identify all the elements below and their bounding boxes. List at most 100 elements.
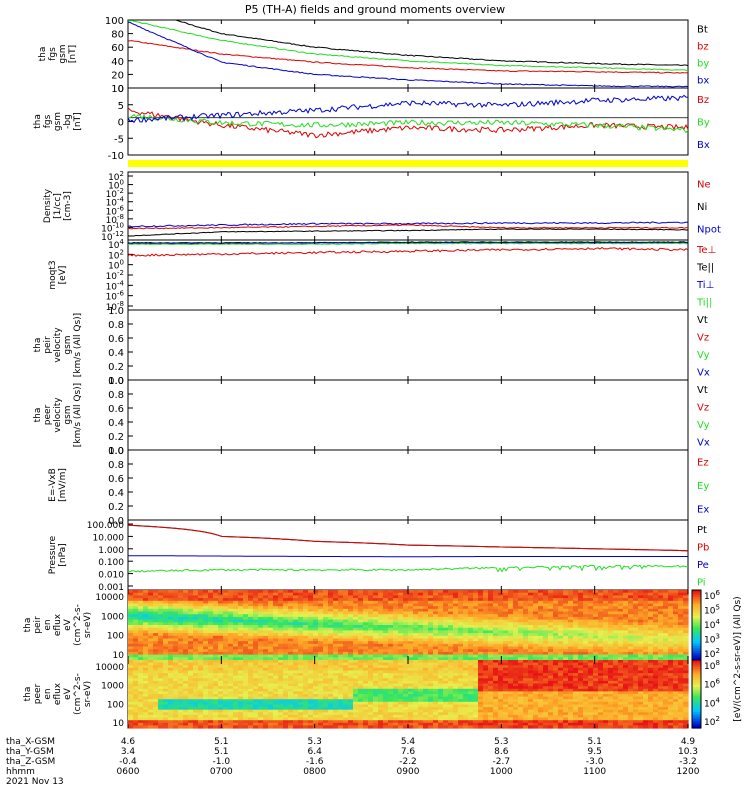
heatmap-cell (203, 725, 209, 728)
heatmap-cell (348, 725, 354, 728)
y-axis-label: tha (23, 687, 33, 702)
series-line-Bx (128, 95, 688, 122)
legend-Ey: Ey (697, 481, 709, 492)
heatmap-cell (233, 725, 239, 728)
y-tick-label: 0.001 (98, 583, 124, 593)
legend-Bt: Bt (697, 25, 708, 36)
heatmap-cell (328, 725, 334, 728)
y-axis-label: gsm (58, 44, 68, 63)
heatmap-cell (208, 725, 214, 728)
legend-Ne: Ne (697, 179, 711, 190)
heatmap-cell (358, 725, 364, 728)
legend-Te: Te⊥ (696, 245, 716, 256)
legend-Vx: Vx (697, 437, 710, 448)
heatmap-cell (223, 725, 229, 728)
heatmap-cell (463, 725, 469, 728)
y-axis-label: eflux (53, 613, 63, 636)
series-line-bx (128, 22, 688, 87)
y-tick-label: 100.000 (87, 521, 124, 531)
legend-Ex: Ex (697, 504, 709, 515)
heatmap-cell (163, 725, 169, 728)
heatmap-cell (243, 725, 249, 728)
heatmap-cell (478, 725, 484, 728)
legend-Pt: Pt (697, 525, 707, 536)
legend-Pb: Pb (697, 542, 709, 553)
y-tick-label: 100 (107, 700, 124, 710)
legend-Vt: Vt (697, 385, 708, 396)
heatmap-cell (393, 725, 399, 728)
heatmap-cell (338, 725, 344, 728)
y-axis-label: E=-VxB (48, 468, 58, 502)
legend-bz: bz (697, 42, 709, 53)
heatmap-cell (453, 725, 459, 728)
plot-title: P5 (TH-A) fields and ground moments over… (245, 3, 505, 16)
y-tick-label: -10 (108, 151, 124, 162)
heatmap-cell (438, 725, 444, 728)
y-tick-label: 0.8 (108, 390, 124, 401)
legend-bx: bx (697, 76, 709, 87)
y-axis-label: [eV] (58, 266, 68, 285)
y-axis-label: [nT] (73, 112, 83, 130)
heatmap-cell (318, 725, 324, 728)
y-tick-label: 0.8 (108, 320, 124, 331)
heatmap-cell (298, 725, 304, 728)
y-axis-label: [1/cc] (53, 193, 63, 219)
y-tick-label: 0.6 (108, 334, 124, 345)
y-axis-label: [km/s (All Qs)] (73, 313, 83, 377)
panel-frame (128, 240, 688, 310)
heatmap-cell (433, 725, 439, 728)
series-line-Pt (128, 525, 688, 551)
heatmap-cell (188, 725, 194, 728)
y-tick-label: 0 (118, 118, 124, 129)
legend-Vt: Vt (697, 315, 708, 326)
y-axis-label: gsm (63, 405, 73, 424)
y-axis-label: en (43, 619, 53, 630)
flag-bar (128, 160, 688, 167)
heatmap-cell (228, 725, 234, 728)
y-tick-label: 5 (118, 101, 124, 112)
heatmap-cell (173, 725, 179, 728)
y-tick-label: 1000 (101, 612, 124, 622)
y-tick-label: 10000 (95, 593, 124, 603)
heatmap-cell (268, 725, 274, 728)
y-tick-label: 1000 (101, 682, 124, 692)
y-tick-label: 100 (107, 632, 124, 642)
y-tick-label: 1.000 (98, 546, 124, 556)
y-axis-label: peer (43, 404, 53, 425)
heatmap-cell (148, 725, 154, 728)
heatmap-cell (258, 725, 264, 728)
heatmap-cell (343, 725, 349, 728)
y-tick-label: 0.4 (108, 488, 124, 499)
legend-Vz: Vz (697, 332, 709, 343)
heatmap-cell (248, 725, 254, 728)
y-axis-label: velocity (53, 327, 63, 363)
y-axis-label: moqt3 (48, 260, 58, 289)
heatmap-cell (283, 725, 289, 728)
y-axis-label: peer (33, 683, 43, 704)
y-axis-label: en (43, 688, 53, 699)
heatmap-cell (288, 725, 294, 728)
y-axis-label: eV (63, 687, 73, 700)
legend-Pe: Pe (697, 560, 709, 571)
y-axis-label: (cm^2-s- (73, 604, 83, 646)
heatmap-cell (333, 725, 339, 728)
heatmap-cell (198, 725, 204, 728)
y-axis-label: tha (38, 47, 48, 62)
heatmap-cell (158, 725, 164, 728)
heatmap-cell (273, 725, 279, 728)
y-axis-label: [km/s (All Qs)] (73, 383, 83, 447)
series-line-by (128, 20, 688, 71)
heatmap-cell (303, 725, 309, 728)
y-tick-label: 10 (111, 84, 124, 95)
y-tick-label: 0.6 (108, 474, 124, 485)
series-line-Pb (128, 525, 688, 551)
y-tick-label: 0.100 (98, 558, 124, 568)
heatmap-cell (263, 725, 269, 728)
y-axis-label: velocity (53, 397, 63, 433)
y-axis-label: Pressure (48, 535, 58, 574)
y-tick-label: 80 (111, 30, 124, 41)
y-axis-label: eV (63, 618, 73, 631)
y-tick-label: 40 (111, 57, 124, 68)
heatmap-cell (323, 725, 329, 728)
heatmap-cell (468, 725, 474, 728)
